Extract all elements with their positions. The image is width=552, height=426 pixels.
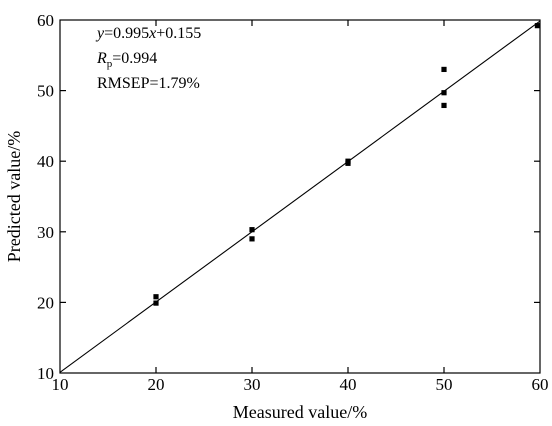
data-point (153, 300, 159, 306)
y-tick-label: 30 (37, 223, 54, 242)
x-tick-label: 30 (244, 375, 261, 394)
x-tick-label: 20 (148, 375, 165, 394)
regression-equation: y=0.995x+0.155 (95, 25, 201, 42)
equation-y-symbol: y (95, 25, 105, 42)
rmsep-value: RMSEP=1.79% (97, 75, 200, 92)
data-point (441, 66, 447, 73)
y-axis-ticks: 10 20 30 40 50 60 (37, 11, 540, 383)
data-point (249, 236, 255, 242)
data-point (441, 102, 447, 109)
data-point (441, 90, 447, 96)
plot-frame (59, 19, 541, 374)
y-tick-label: 40 (37, 152, 54, 171)
fit-line (59, 20, 541, 373)
plot-border (59, 19, 541, 374)
fit-line-layer (59, 20, 541, 373)
data-point (345, 160, 351, 166)
x-tick-label: 60 (532, 375, 549, 394)
data-point (534, 23, 540, 29)
equation-intercept: +0.155 (156, 25, 201, 42)
y-tick-label: 10 (37, 364, 54, 383)
equation-x-symbol: x (148, 25, 156, 42)
correlation-coefficient: Rp=0.994 (96, 50, 157, 70)
y-tick-label: 20 (37, 293, 54, 312)
data-points (153, 23, 540, 306)
y-tick-label: 50 (37, 82, 54, 101)
x-axis-ticks: 10 20 30 40 50 60 (52, 20, 549, 394)
rp-value: =0.994 (112, 50, 157, 67)
y-axis-title: Predicted value/% (4, 131, 24, 262)
x-tick-label: 10 (52, 375, 69, 394)
data-point (249, 227, 255, 233)
x-tick-label: 50 (436, 375, 453, 394)
rp-subscript: p (107, 58, 113, 70)
y-tick-label: 60 (37, 11, 54, 30)
rp-symbol: R (96, 50, 107, 67)
data-point (153, 294, 159, 300)
x-axis-title: Measured value/% (233, 402, 367, 422)
equation-slope: =0.995 (104, 25, 149, 42)
x-tick-label: 40 (340, 375, 357, 394)
